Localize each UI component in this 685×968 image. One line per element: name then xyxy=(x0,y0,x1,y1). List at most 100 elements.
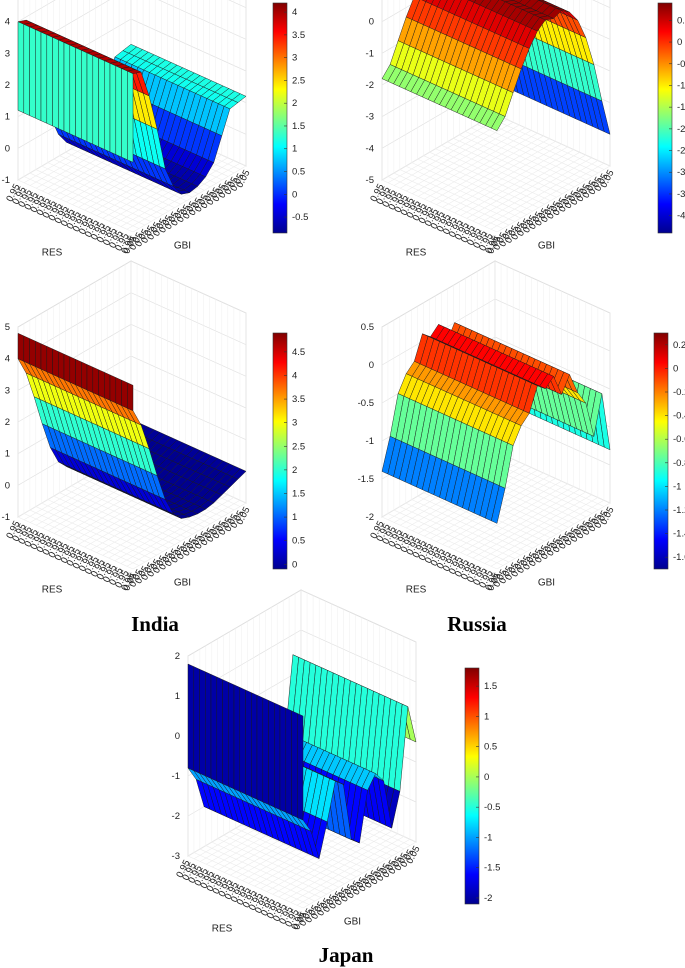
floor-grid-line xyxy=(23,176,140,229)
z-tick-label: -4 xyxy=(366,143,374,154)
z-grid-line xyxy=(130,324,247,377)
floor-grid-line xyxy=(53,158,169,212)
surface-wall-facet xyxy=(29,338,36,367)
gbi-axis: 0.050.050.050.050.050.050.050.050.050.05… xyxy=(485,505,616,592)
floor-grid-line xyxy=(472,154,586,222)
colorbar-gradient xyxy=(657,2,673,234)
floor-grid-line xyxy=(477,124,593,177)
panel-title-russia: Russia xyxy=(447,612,507,636)
floor-grid-line xyxy=(460,486,574,553)
floor-grid-line xyxy=(23,513,140,566)
surface-wall-facet xyxy=(228,681,235,790)
surface-facet xyxy=(491,485,506,524)
floor-grid-line xyxy=(302,841,417,909)
colorbar-tick-label: 0 xyxy=(677,37,682,48)
surface-wall-facet xyxy=(199,668,206,777)
surface-wall-facet xyxy=(58,39,65,132)
colorbar-tick-label: -4 xyxy=(677,211,685,222)
floor-grid-line xyxy=(423,155,539,208)
floor-grid-line xyxy=(241,824,357,878)
surface-wall-facet xyxy=(92,55,99,148)
colorbar-tick-label: -1 xyxy=(673,481,681,492)
floor-grid-line xyxy=(35,169,151,222)
res-axis-label: RES xyxy=(406,247,427,258)
floor-grid-line xyxy=(235,827,351,881)
colorbar-tick-label: 4 xyxy=(292,7,297,18)
surface-wall-facet xyxy=(193,666,200,774)
z-grid-line xyxy=(381,260,496,328)
z-tick-label: 0 xyxy=(5,143,10,154)
z-tick-label: 1 xyxy=(5,449,10,460)
z-tick-label: 2 xyxy=(5,417,10,428)
z-tick-label: 4 xyxy=(5,17,10,28)
res-axis: 0.950.950.950.950.950.950.950.950.950.95… xyxy=(368,519,501,595)
colorbar-tick-label: -1.6 xyxy=(673,552,685,563)
surface-wall-facet xyxy=(17,21,25,114)
colorbar-tick-label: -0.5 xyxy=(677,59,685,70)
res-axis-label: RES xyxy=(212,923,233,934)
floor-grid-line xyxy=(494,450,611,504)
colorbar-tick-label: 1 xyxy=(292,512,297,523)
colorbar-tick-label: -2 xyxy=(677,124,685,135)
z-tick-label: 5 xyxy=(5,322,10,333)
floor-grid-line xyxy=(484,160,599,227)
floor-grid-line xyxy=(284,833,398,901)
floor-grid-line xyxy=(17,179,134,233)
colorbar-tick-label: 1 xyxy=(484,711,489,722)
surface-wall-facet xyxy=(274,702,281,810)
surface-wall-facet xyxy=(297,713,304,821)
surface-wall-facet xyxy=(256,694,264,803)
surface-wall-facet xyxy=(69,356,76,386)
z-grid-line xyxy=(187,589,302,657)
floor-grid-line xyxy=(393,172,510,226)
z-tick-label: -1 xyxy=(2,512,10,523)
floor-grid-line xyxy=(187,855,304,909)
floor-grid-line xyxy=(205,845,321,898)
colorbar-tick-label: 0 xyxy=(484,772,489,783)
colorbar-tick-label: -0.4 xyxy=(673,411,685,422)
surface-wall-facet xyxy=(35,29,42,122)
colorbar-tick-label: 1.5 xyxy=(292,488,305,499)
res-axis-label: RES xyxy=(406,584,427,595)
floor-grid-line xyxy=(466,489,580,556)
floor-grid-line xyxy=(381,179,498,233)
colorbar-gradient xyxy=(464,667,480,905)
floor-grid-line xyxy=(400,121,514,189)
floor-grid-line xyxy=(441,144,557,198)
surface-wall-facet xyxy=(46,345,53,375)
z-tick-label: 3 xyxy=(5,385,10,396)
z-axis: -2 -1.5 -1 -0.5 0 0.5 xyxy=(358,322,374,523)
z-grid-line xyxy=(300,629,417,683)
z-tick-label: 3 xyxy=(5,48,10,59)
colorbar-tick-label: -1.2 xyxy=(673,505,685,516)
gbi-axis: 0.050.050.050.050.050.050.050.050.050.05… xyxy=(291,844,422,931)
res-axis-label: RES xyxy=(42,247,63,258)
surface-wall-facet xyxy=(285,707,292,816)
colorbar-tick-label: 2.5 xyxy=(292,75,305,86)
z-tick-label: -1 xyxy=(366,436,374,447)
surface-panel-china: -10123450.950.950.950.950.950.950.950.95… xyxy=(0,0,345,310)
surface-wall-facet xyxy=(104,60,111,153)
colorbar-tick-label: 4.5 xyxy=(292,347,305,358)
surface-wall-facet xyxy=(81,49,88,142)
surface-wall-facet xyxy=(40,31,48,124)
z-grid-line xyxy=(130,18,247,72)
surface-plot-india: -1 0 1 2 3 4 5 0.950.950.950.950.950.950.950.95… xyxy=(2,260,305,595)
surface-wall-facet xyxy=(52,36,59,129)
floor-grid-line xyxy=(41,502,157,556)
colorbar-gradient xyxy=(653,332,669,570)
colorbar-tick-label: 2.5 xyxy=(292,441,305,452)
surface-wall-facet xyxy=(279,705,287,813)
surface-wall-facet xyxy=(109,62,117,155)
surface-wall-facet xyxy=(75,358,82,388)
floor-grid-line xyxy=(126,500,241,567)
surface-wall-facet xyxy=(92,366,99,396)
colorbar-tick-label: -2 xyxy=(484,893,492,904)
surface-wall-facet xyxy=(75,47,82,140)
z-tick-label: 0.5 xyxy=(361,322,374,333)
res-axis: 0.950.950.950.950.950.950.950.950.950.95… xyxy=(4,519,137,595)
colorbar-gradient xyxy=(272,332,288,570)
surface-plot-russia: -2 -1.5 -1 -0.5 0 0.5 0.950.950.950.950.950.95… xyxy=(358,260,685,595)
surface-wall-facet xyxy=(58,351,65,380)
res-axis: 0.950.950.950.950.950.950.950.950.950.95… xyxy=(174,858,307,934)
